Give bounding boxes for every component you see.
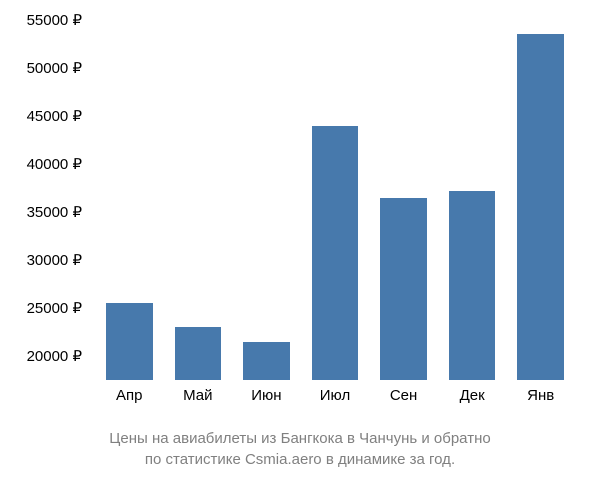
x-tick: Сен <box>390 387 417 404</box>
y-tick: 35000 ₽ <box>27 203 82 221</box>
y-tick: 50000 ₽ <box>27 59 82 77</box>
x-tick: Май <box>183 387 212 404</box>
y-tick: 40000 ₽ <box>27 155 82 173</box>
bar <box>175 327 222 380</box>
caption-line-2: по статистике Csmia.aero в динамике за г… <box>0 449 600 470</box>
bar <box>243 342 290 380</box>
y-tick: 30000 ₽ <box>27 251 82 269</box>
y-tick: 20000 ₽ <box>27 347 82 365</box>
x-tick: Янв <box>527 387 554 404</box>
chart-container: { "chart": { "type": "bar", "categories"… <box>0 0 600 500</box>
x-tick: Июн <box>251 387 281 404</box>
bar <box>106 303 153 380</box>
x-tick: Дек <box>460 387 485 404</box>
y-tick: 55000 ₽ <box>27 11 82 29</box>
plot-area <box>95 20 575 380</box>
y-tick: 45000 ₽ <box>27 107 82 125</box>
x-tick: Июл <box>320 387 350 404</box>
bar <box>380 198 427 380</box>
bar <box>449 191 496 380</box>
y-tick: 25000 ₽ <box>27 299 82 317</box>
caption: Цены на авиабилеты из Бангкока в Чанчунь… <box>0 428 600 470</box>
caption-line-1: Цены на авиабилеты из Бангкока в Чанчунь… <box>0 428 600 449</box>
x-tick: Апр <box>116 387 142 404</box>
x-axis: Апр Май Июн Июл Сен Дек Янв <box>95 385 575 410</box>
bar <box>517 34 564 380</box>
y-axis: 20000 ₽ 25000 ₽ 30000 ₽ 35000 ₽ 40000 ₽ 45000… <box>0 20 90 380</box>
bar <box>312 126 359 380</box>
